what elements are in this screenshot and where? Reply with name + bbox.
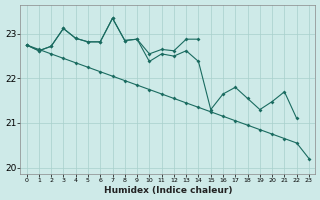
X-axis label: Humidex (Indice chaleur): Humidex (Indice chaleur) <box>104 186 232 195</box>
